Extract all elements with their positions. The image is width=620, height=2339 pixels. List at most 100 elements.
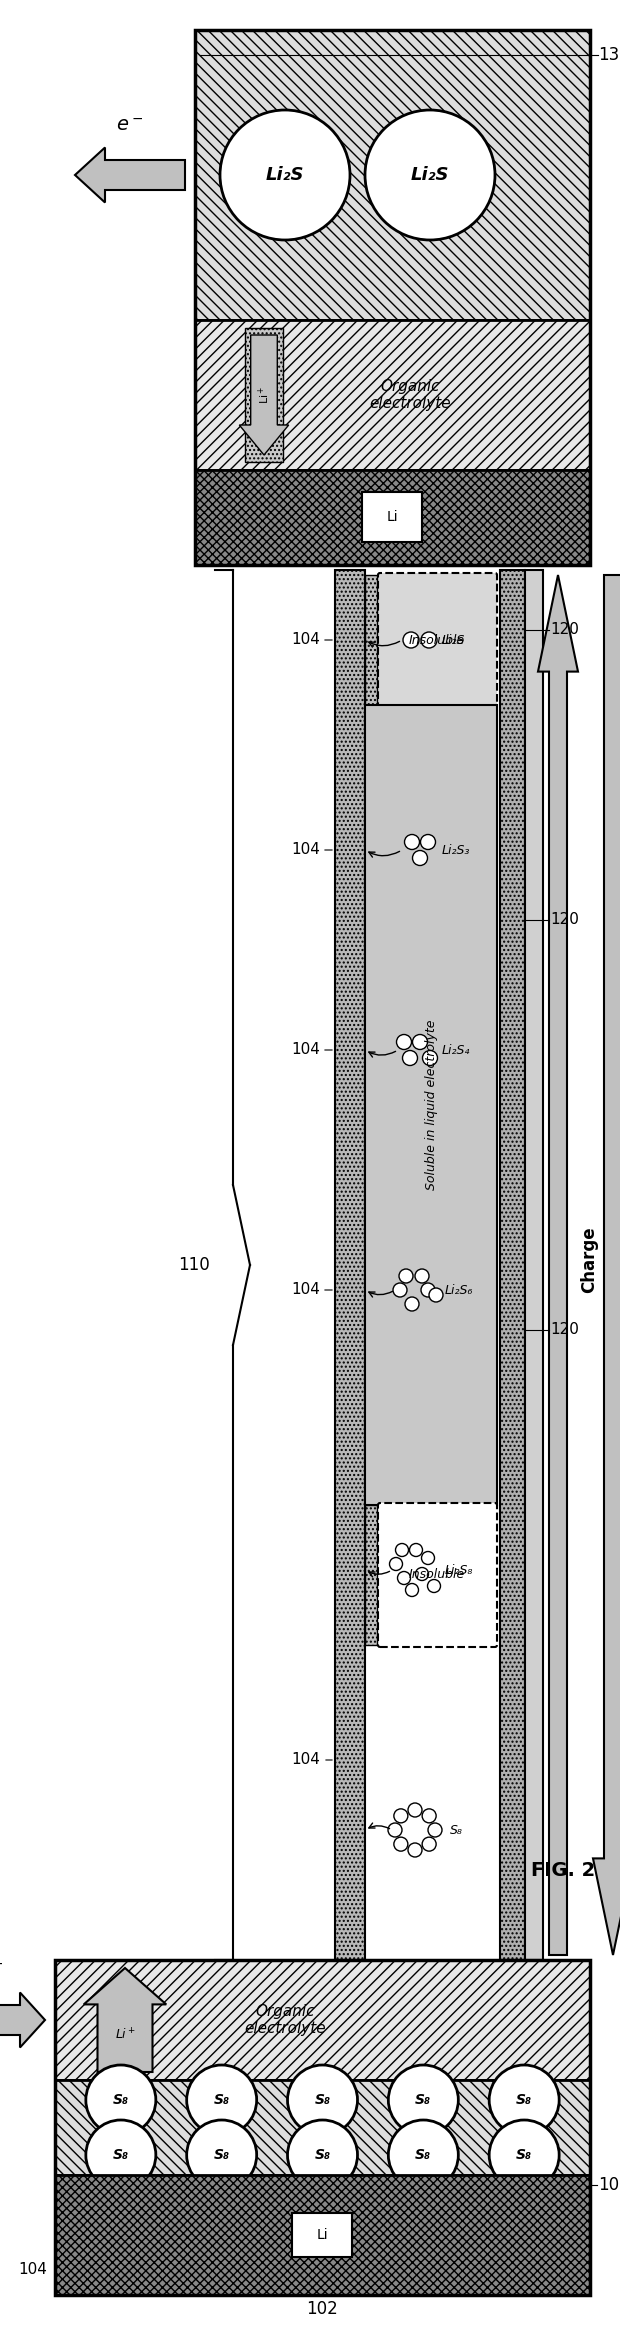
FancyBboxPatch shape <box>378 1504 497 1647</box>
Circle shape <box>422 1808 436 1822</box>
Text: 120: 120 <box>550 622 579 639</box>
Bar <box>365 1504 377 1644</box>
FancyArrow shape <box>538 575 578 1955</box>
Text: Li$^+$: Li$^+$ <box>256 386 272 405</box>
Circle shape <box>388 1822 402 1836</box>
Bar <box>55 2079 590 2175</box>
FancyArrow shape <box>0 1993 45 2047</box>
Circle shape <box>389 1558 402 1569</box>
Circle shape <box>489 2065 559 2136</box>
Circle shape <box>394 1808 408 1822</box>
Text: $e^-$: $e^-$ <box>0 1960 4 1979</box>
Text: Li: Li <box>316 2229 328 2243</box>
Bar <box>195 30 590 566</box>
Circle shape <box>86 2119 156 2189</box>
Circle shape <box>399 1270 413 1284</box>
Text: Organic
electrolyte: Organic electrolyte <box>369 379 451 412</box>
Bar <box>195 30 590 320</box>
Text: 130: 130 <box>598 47 620 63</box>
Circle shape <box>422 1050 438 1067</box>
Text: 102: 102 <box>306 2299 338 2318</box>
Text: Li₂S₆: Li₂S₆ <box>445 1284 474 1296</box>
Circle shape <box>402 1050 417 1067</box>
Circle shape <box>408 1843 422 1857</box>
FancyArrow shape <box>84 1967 166 2072</box>
Text: S₈: S₈ <box>516 2147 532 2161</box>
Text: FIG. 2: FIG. 2 <box>531 1860 595 1881</box>
Circle shape <box>388 2065 458 2136</box>
Circle shape <box>428 1822 442 1836</box>
Circle shape <box>489 2119 559 2189</box>
Text: Li₂S₈: Li₂S₈ <box>445 1562 474 1576</box>
Text: S₈: S₈ <box>214 2147 230 2161</box>
Text: S₈: S₈ <box>113 2093 129 2107</box>
Text: Li$^+$: Li$^+$ <box>115 2028 135 2042</box>
Circle shape <box>187 2119 257 2189</box>
Circle shape <box>404 835 420 849</box>
Circle shape <box>405 1584 419 1598</box>
Circle shape <box>429 1289 443 1303</box>
Circle shape <box>288 2065 358 2136</box>
Circle shape <box>421 1284 435 1298</box>
Bar <box>55 1960 590 2295</box>
Text: 104: 104 <box>18 2262 47 2278</box>
Bar <box>195 320 590 470</box>
FancyBboxPatch shape <box>378 573 497 706</box>
Text: S₈: S₈ <box>314 2147 330 2161</box>
Circle shape <box>288 2119 358 2189</box>
Text: 120: 120 <box>550 912 579 929</box>
Circle shape <box>394 1836 408 1850</box>
Bar <box>365 704 497 1504</box>
Text: Li₂S: Li₂S <box>410 166 449 185</box>
FancyArrow shape <box>239 334 289 456</box>
Circle shape <box>397 1034 412 1050</box>
Circle shape <box>412 1034 428 1050</box>
Circle shape <box>422 1551 435 1565</box>
Circle shape <box>412 851 428 865</box>
Bar <box>245 327 283 463</box>
Text: 110: 110 <box>179 1256 210 1275</box>
Text: Li₂S: Li₂S <box>266 166 304 185</box>
Circle shape <box>421 632 437 648</box>
Text: S₈: S₈ <box>415 2147 432 2161</box>
Bar <box>55 2175 590 2295</box>
Text: 104: 104 <box>291 632 320 648</box>
Text: Li₂S₃: Li₂S₃ <box>442 844 471 856</box>
Circle shape <box>397 1572 410 1584</box>
Text: S₈: S₈ <box>516 2093 532 2107</box>
Circle shape <box>365 110 495 241</box>
Bar <box>195 470 590 566</box>
Text: S₈: S₈ <box>214 2093 230 2107</box>
Text: 100: 100 <box>598 2175 620 2194</box>
Circle shape <box>393 1284 407 1298</box>
Bar <box>525 571 543 1960</box>
Bar <box>335 571 365 1960</box>
Text: 104: 104 <box>291 1043 320 1057</box>
Text: S₈: S₈ <box>314 2093 330 2107</box>
Text: Li₂S: Li₂S <box>442 634 466 646</box>
Circle shape <box>415 1270 429 1284</box>
Circle shape <box>422 1836 436 1850</box>
Circle shape <box>405 1298 419 1310</box>
Text: 120: 120 <box>550 1322 579 1338</box>
Text: Charge: Charge <box>580 1226 598 1293</box>
Circle shape <box>415 1567 428 1581</box>
Text: S₈: S₈ <box>113 2147 129 2161</box>
Text: Soluble in liquid electrolyte: Soluble in liquid electrolyte <box>425 1020 438 1191</box>
Text: Organic
electrolyte: Organic electrolyte <box>244 2005 326 2037</box>
Circle shape <box>220 110 350 241</box>
Circle shape <box>420 835 435 849</box>
Text: $e^-$: $e^-$ <box>116 115 144 136</box>
Text: S₈: S₈ <box>450 1824 463 1836</box>
Bar <box>292 2213 352 2257</box>
Circle shape <box>408 1803 422 1817</box>
Circle shape <box>86 2065 156 2136</box>
FancyArrow shape <box>593 575 620 1955</box>
Bar <box>365 575 377 704</box>
Text: S₈: S₈ <box>415 2093 432 2107</box>
Circle shape <box>409 1544 422 1555</box>
Circle shape <box>396 1544 409 1555</box>
Text: Li: Li <box>386 510 398 524</box>
Text: Insoluble: Insoluble <box>409 1569 465 1581</box>
Text: 104: 104 <box>291 842 320 858</box>
